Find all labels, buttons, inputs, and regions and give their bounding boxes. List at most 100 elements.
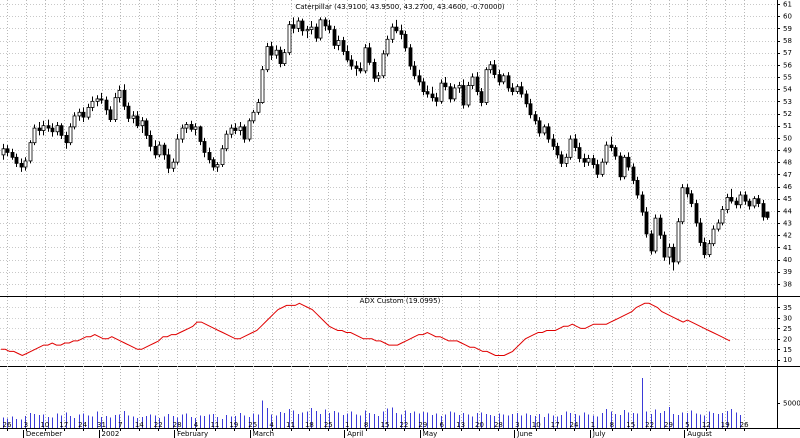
y-tick-label: 54 (783, 86, 792, 94)
y-tick-label: 48 (783, 159, 792, 167)
x-tick-label: 3 (515, 421, 519, 429)
candle-body (220, 148, 225, 166)
candle-body (207, 152, 212, 161)
candle-body (658, 217, 663, 236)
x-tick-label: 12 (702, 421, 711, 429)
candle-body (555, 145, 560, 156)
y-tick-label: 44 (783, 207, 792, 215)
candle-body (524, 93, 529, 105)
x-tick-label: 14 (135, 421, 144, 429)
x-tick-label: 25 (324, 421, 333, 429)
candle-body (113, 97, 118, 120)
candle-body (412, 65, 417, 77)
candle-body (376, 75, 381, 79)
x-tick-label: 10 (532, 421, 541, 429)
candle-body (707, 243, 712, 256)
candle-body (278, 49, 283, 65)
candle-body (586, 158, 591, 163)
candle-body (363, 47, 368, 72)
candle-body (354, 65, 359, 69)
candle-body (689, 193, 694, 204)
candle-body (224, 133, 229, 150)
candle-body (452, 87, 457, 100)
candle-body (676, 221, 681, 263)
candle-body (631, 166, 636, 181)
candle-body (247, 120, 252, 140)
y-tick-label: 38 (783, 280, 792, 288)
y-tick-label: 42 (783, 232, 792, 240)
candle-body (564, 156, 569, 164)
candle-body (291, 24, 296, 29)
x-month-label: March (253, 430, 274, 438)
x-tick-label: 22 (154, 421, 163, 429)
price-chart-title: Caterpillar (43.9100, 43.9500, 43.2700, … (295, 3, 505, 11)
x-tick-label: 31 (97, 421, 106, 429)
x-tick-label: 28 (494, 421, 503, 429)
candle-body (492, 64, 497, 75)
candle-body (533, 114, 538, 122)
x-tick-label: 29 (664, 421, 673, 429)
candle-body (41, 125, 46, 131)
candle-body (50, 127, 55, 133)
candle-body (613, 147, 618, 157)
candle-body (528, 103, 533, 116)
y-tick-label: 60 (783, 13, 792, 21)
candle-body (649, 233, 654, 252)
x-tick-label: 1 (345, 421, 349, 429)
candle-body (345, 51, 350, 61)
y-tick-label: 50 (783, 134, 792, 142)
candle-body (501, 75, 506, 83)
x-tick-label: 4 (269, 421, 274, 429)
y-tick-label: 56 (783, 61, 792, 69)
adx-y-tick-label: 35 (783, 304, 792, 312)
candle-body (256, 102, 261, 113)
candle-body (28, 142, 33, 162)
candle-body (466, 85, 471, 106)
candle-body (59, 125, 64, 136)
candle-body (515, 86, 520, 92)
candle-body (95, 98, 100, 102)
candle-body (425, 91, 430, 95)
y-tick-label: 49 (783, 147, 792, 155)
candle-body (10, 152, 15, 158)
x-month-label: June (516, 430, 532, 438)
candle-body (72, 115, 77, 128)
candle-body (189, 124, 194, 130)
x-tick-label: 13 (456, 421, 465, 429)
candle-body (238, 126, 243, 131)
candle-body (394, 26, 399, 32)
x-tick-label: 24 (78, 421, 87, 429)
candle-body (153, 145, 158, 156)
candle-body (77, 111, 82, 117)
x-tick-label: 10 (40, 421, 49, 429)
x-tick-label: 4 (194, 421, 199, 429)
candle-body (720, 209, 725, 224)
candle-body (336, 40, 341, 46)
x-month-label: July (592, 430, 606, 438)
candle-body (711, 228, 716, 245)
candle-body (215, 164, 220, 168)
x-month-label: December (26, 430, 62, 438)
candle-body (403, 34, 408, 49)
candle-body (604, 144, 609, 163)
x-tick-label: 28 (173, 421, 182, 429)
candle-body (131, 115, 136, 119)
candle-body (135, 115, 140, 127)
y-tick-label: 45 (783, 195, 792, 203)
x-tick-label: 8 (364, 421, 368, 429)
candle-body (140, 120, 145, 127)
candle-body (305, 29, 310, 32)
candle-body (644, 211, 649, 235)
candle-body (332, 29, 337, 46)
candle-body (126, 105, 131, 119)
candle-body (457, 85, 462, 89)
candle-body (725, 197, 730, 211)
candle-body (546, 126, 551, 140)
candle-body (309, 26, 314, 30)
candle-body (242, 126, 247, 140)
candle-body (582, 158, 587, 163)
x-month-label: August (687, 430, 712, 438)
x-month-label: May (423, 430, 437, 438)
candle-body (573, 138, 578, 148)
